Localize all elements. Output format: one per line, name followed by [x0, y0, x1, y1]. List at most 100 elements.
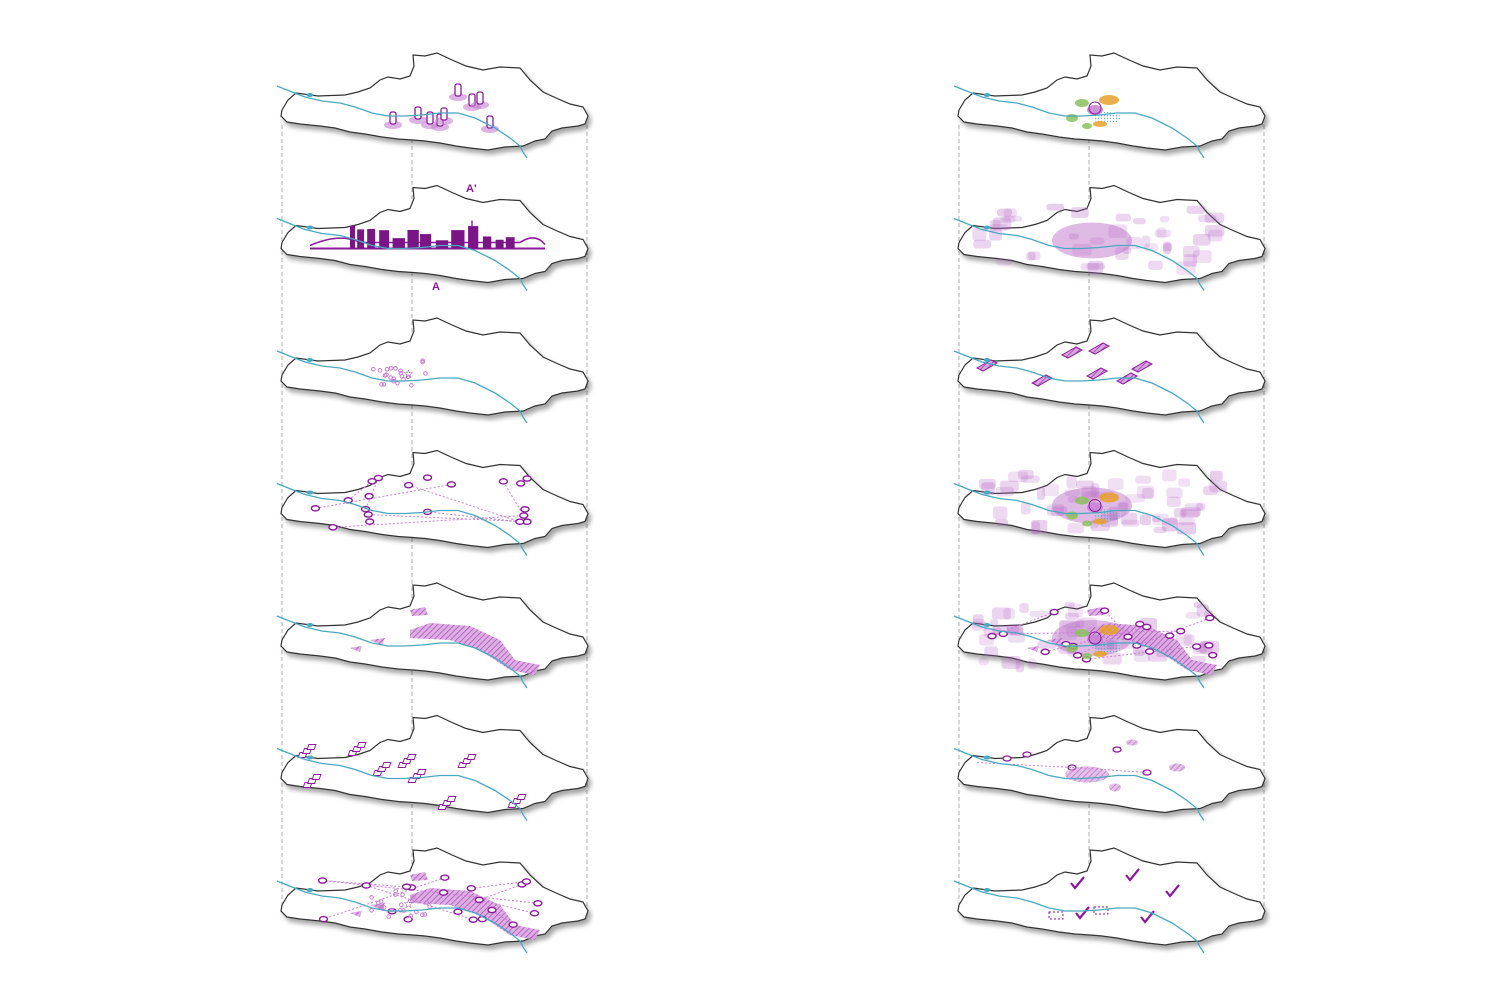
point-marker [370, 366, 376, 372]
point-marker [369, 908, 374, 913]
density-cell [1192, 250, 1212, 264]
hub-marker [529, 909, 540, 917]
density-cell [992, 506, 1008, 520]
star-icon: ☆ [403, 367, 414, 381]
parcel [1087, 342, 1111, 355]
point-marker [389, 907, 395, 913]
landuse-patch [1075, 629, 1089, 637]
density-cell [972, 618, 985, 628]
building-base [449, 93, 467, 101]
density-cell [1015, 659, 1025, 673]
project-area [1048, 911, 1064, 920]
hub-marker [1164, 632, 1175, 639]
layer-content [972, 203, 1225, 275]
density-cell [1075, 619, 1085, 628]
point-marker [379, 904, 385, 910]
block-icon [306, 744, 317, 750]
density-cell [973, 239, 992, 249]
density-cell [1019, 602, 1029, 613]
check-icon [1165, 884, 1180, 898]
hub-marker [1123, 633, 1133, 641]
block-icon [516, 794, 527, 800]
landuse-patch [1099, 492, 1119, 503]
density-cell [1020, 502, 1031, 515]
point-marker [409, 383, 414, 388]
lake [983, 358, 991, 362]
map-outline [280, 52, 589, 151]
lake [983, 755, 991, 760]
connection-line [479, 883, 523, 901]
project-area [1093, 906, 1109, 915]
density-cell [1031, 521, 1041, 535]
map-layer-hazeMix [953, 449, 1266, 556]
building-icon [414, 106, 422, 120]
skyline-building [392, 238, 405, 249]
density-cell [1166, 496, 1181, 507]
hatched-area [370, 638, 385, 645]
density-cell [1021, 475, 1040, 483]
lake [306, 888, 314, 892]
density-cell [1036, 486, 1046, 501]
density-cell [1000, 216, 1016, 223]
hub-marker [508, 921, 518, 928]
density-cell [1008, 471, 1029, 483]
point-marker [379, 382, 384, 387]
map-outline [957, 184, 1266, 284]
density-cell [1067, 522, 1085, 534]
landuse-patch [1082, 653, 1092, 659]
density-cell [1064, 489, 1081, 497]
density-cell [1115, 246, 1129, 260]
centre-ring [1088, 631, 1102, 645]
point-marker [398, 907, 403, 913]
landuse-patch [1099, 95, 1119, 105]
lake [306, 755, 314, 760]
block-icon [406, 754, 417, 760]
landuse-patch [1093, 121, 1107, 127]
hub-marker [328, 524, 338, 531]
parcel [1130, 360, 1154, 373]
river [953, 217, 1205, 291]
skyline-building [495, 239, 504, 249]
density-cell [1000, 480, 1019, 493]
hub-marker [498, 478, 509, 485]
building-base [384, 121, 402, 129]
hub-marker [1191, 643, 1202, 650]
lake [983, 93, 991, 97]
map-layer-blocks [276, 714, 589, 821]
skyline-building [505, 237, 515, 249]
block-icon [381, 762, 392, 768]
check-icon [1125, 868, 1140, 882]
connection-line [368, 514, 528, 523]
density-cell [1159, 215, 1170, 223]
skyline-building [451, 230, 465, 249]
hub-marker [422, 474, 433, 481]
density-cell [1154, 229, 1171, 237]
centre-ring [1088, 101, 1102, 115]
skyline-building [420, 234, 432, 249]
density-cell [1139, 514, 1152, 525]
point-marker [377, 368, 383, 373]
hub-marker [364, 492, 374, 500]
connection-line [347, 480, 373, 501]
density-cell [1006, 625, 1020, 633]
hatched-area [1047, 638, 1062, 645]
hub-marker [310, 505, 321, 512]
check-icon [1140, 910, 1155, 924]
density-cell [1122, 247, 1132, 254]
density-cell [1120, 512, 1138, 525]
block-icon [416, 769, 427, 775]
building-icon [476, 91, 484, 105]
density-cell [978, 478, 996, 489]
density-cell [1166, 487, 1183, 499]
lake [306, 490, 314, 495]
hatched-area [1126, 739, 1138, 746]
skyline-building [350, 225, 356, 249]
density-cell [1066, 476, 1077, 489]
block-icon [356, 742, 367, 748]
landuse-patch [1066, 114, 1078, 122]
landuse-patch [1075, 99, 1089, 107]
map-layer-checks [953, 847, 1266, 954]
density-cell [995, 258, 1012, 266]
building-icon [389, 111, 397, 125]
point-marker [378, 899, 384, 904]
